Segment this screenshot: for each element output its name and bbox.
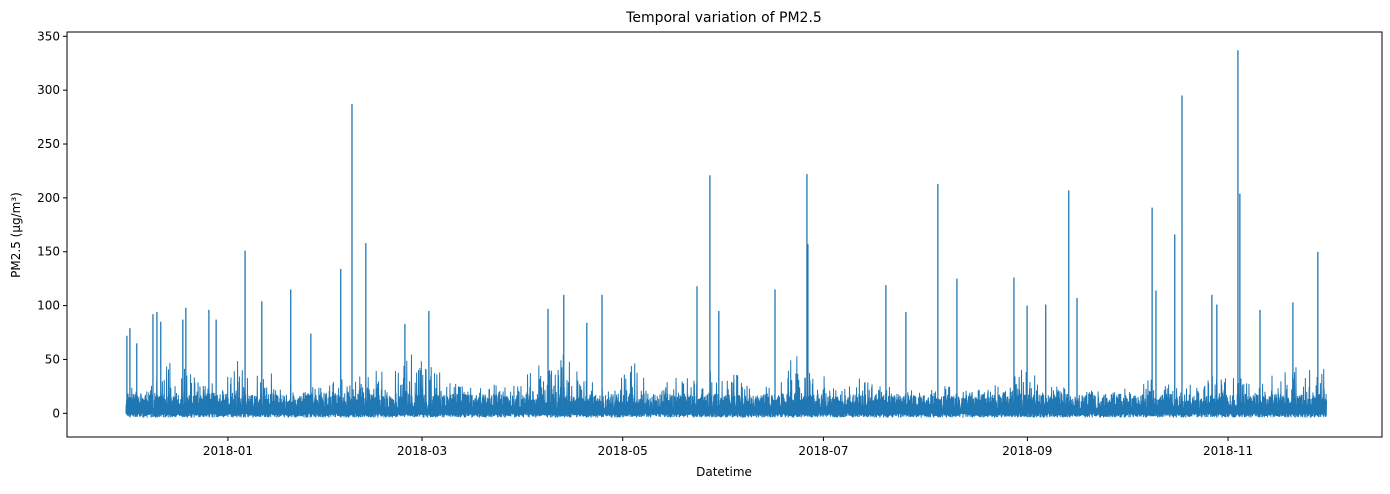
x-tick-label: 2018-05 <box>598 444 648 458</box>
x-axis: 2018-01 2018-03 2018-05 2018-07 2018-09 2018-… <box>203 437 1253 458</box>
y-axis-label: PM2.5 (µg/m³) <box>9 192 23 278</box>
y-tick-label: 100 <box>37 299 60 313</box>
y-tick-label: 250 <box>37 137 60 151</box>
plot-area <box>125 50 1328 418</box>
x-axis-label: Datetime <box>696 465 752 479</box>
y-tick-label: 150 <box>37 245 60 259</box>
y-axis: 0 50 100 150 200 250 300 350 <box>37 29 67 420</box>
y-tick-label: 350 <box>37 29 60 43</box>
x-tick-label: 2018-11 <box>1203 444 1253 458</box>
y-tick-label: 200 <box>37 191 60 205</box>
x-tick-label: 2018-01 <box>203 444 253 458</box>
x-tick-label: 2018-03 <box>397 444 447 458</box>
y-tick-label: 50 <box>45 352 60 366</box>
axes-frame <box>66 31 1383 438</box>
y-tick-label: 300 <box>37 83 60 97</box>
x-tick-label: 2018-07 <box>798 444 848 458</box>
chart-title: Temporal variation of PM2.5 <box>625 10 822 26</box>
pm25-series-line <box>125 354 1328 418</box>
y-tick-label: 0 <box>52 406 60 420</box>
x-tick-label: 2018-09 <box>1002 444 1052 458</box>
